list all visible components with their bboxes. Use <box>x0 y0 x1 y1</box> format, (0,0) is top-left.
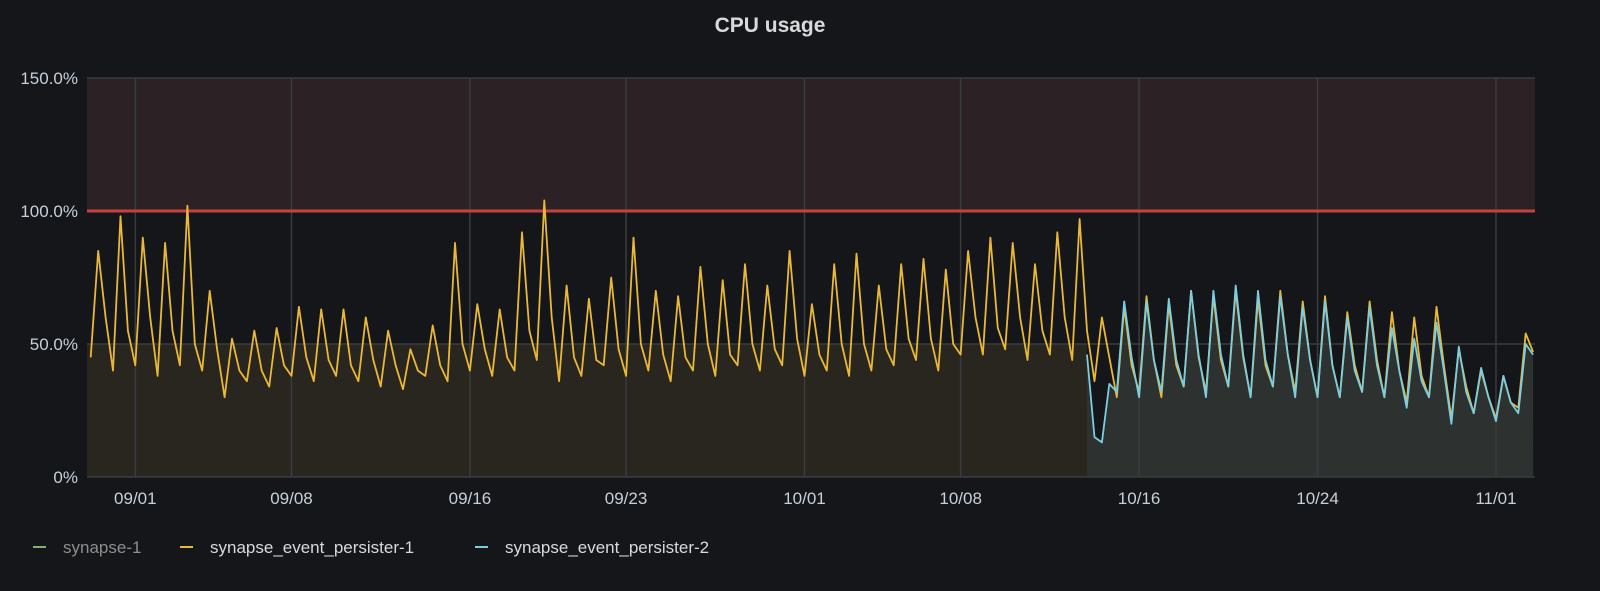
x-tick-label: 09/08 <box>270 489 313 508</box>
legend-label: synapse_event_persister-2 <box>505 538 709 557</box>
plot-area <box>87 77 1535 478</box>
area-fill-left <box>87 344 1088 477</box>
x-tick-label: 09/16 <box>449 489 492 508</box>
y-tick-label: 50.0% <box>30 335 78 354</box>
x-tick-label: 10/01 <box>783 489 826 508</box>
x-tick-label: 10/08 <box>939 489 982 508</box>
chart-title: CPU usage <box>715 14 826 37</box>
x-tick-label: 10/24 <box>1296 489 1339 508</box>
x-tick-label: 09/23 <box>605 489 648 508</box>
legend: synapse-1 synapse_event_persister-1 synaps… <box>33 538 709 557</box>
series-area-synapse-event-persister-2 <box>1087 285 1534 477</box>
threshold-region <box>87 78 1535 211</box>
series-line-synapse-event-persister-2 <box>1086 284 1534 444</box>
legend-item-synapse-1[interactable]: synapse-1 <box>33 538 141 557</box>
y-tick-label: 100.0% <box>20 202 78 221</box>
legend-item-synapse-event-persister-1[interactable]: synapse_event_persister-1 <box>180 538 414 557</box>
x-tick-label: 09/01 <box>114 489 157 508</box>
x-axis: 09/01 09/08 09/16 09/23 10/01 10/08 10/16 10/24… <box>114 489 1517 508</box>
legend-item-synapse-event-persister-2[interactable]: synapse_event_persister-2 <box>475 538 709 557</box>
legend-label: synapse-1 <box>63 538 141 557</box>
y-tick-label: 150.0% <box>20 69 78 88</box>
legend-label: synapse_event_persister-1 <box>210 538 414 557</box>
x-tick-label: 10/16 <box>1118 489 1161 508</box>
x-tick-label: 11/01 <box>1475 489 1516 508</box>
y-tick-label: 0% <box>53 468 78 487</box>
y-axis: 0% 50.0% 100.0% 150.0% <box>20 69 78 487</box>
